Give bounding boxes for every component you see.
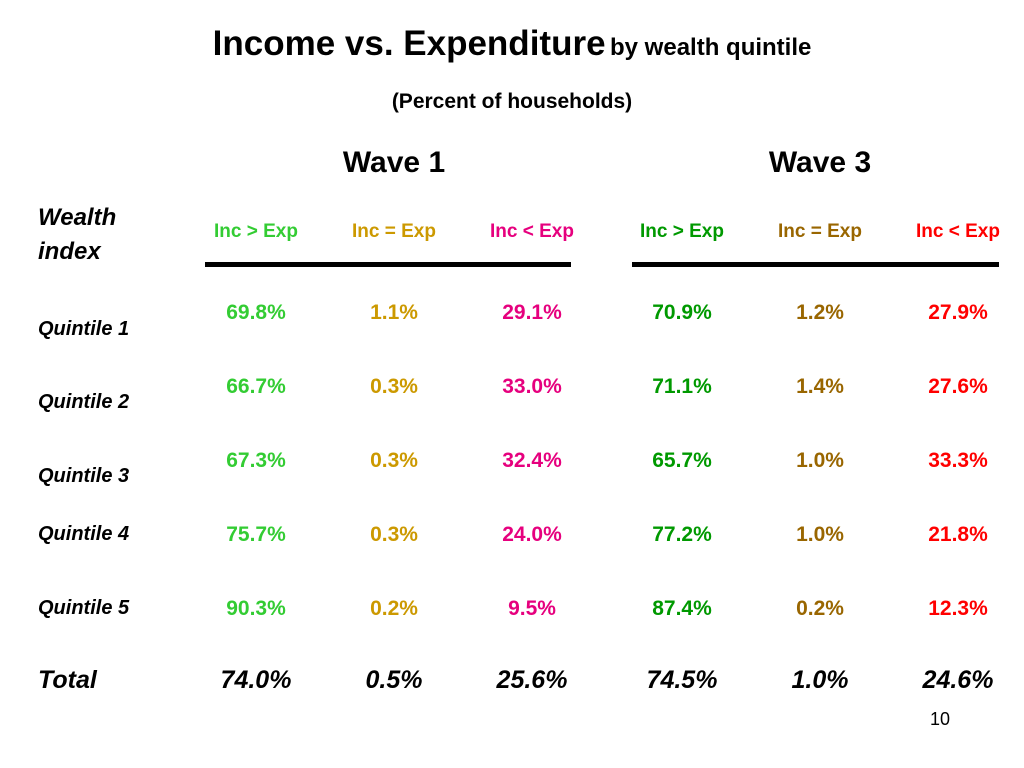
cell-q5-w1-gt: 90.3% — [226, 597, 286, 620]
row-label-quintile-2: Quintile 2 — [38, 391, 130, 413]
slide-title: Income vs. Expenditure by wealth quintil… — [0, 24, 1024, 64]
cell-total-w3-gt: 74.5% — [646, 666, 718, 694]
col-header-w1-lt: Inc < Exp — [490, 221, 574, 242]
cell-q5-w1-lt: 9.5% — [508, 597, 556, 620]
row-header-line1: Wealth — [38, 204, 117, 231]
cell-total-w1-gt: 74.0% — [220, 666, 292, 694]
cell-q1-w1-lt: 29.1% — [502, 301, 562, 324]
cell-total-w3-eq: 1.0% — [791, 666, 849, 694]
cell-q3-w3-gt: 65.7% — [652, 449, 712, 472]
title-sub: by wealth quintile — [610, 34, 812, 61]
row-label-quintile-4: Quintile 4 — [38, 523, 130, 545]
cell-q2-w1-gt: 66.7% — [226, 375, 286, 398]
cell-q3-w1-eq: 0.3% — [370, 449, 418, 472]
cell-q2-w3-gt: 71.1% — [652, 375, 712, 398]
slide-subtitle: (Percent of households) — [391, 90, 633, 113]
cell-q4-w3-gt: 77.2% — [652, 523, 712, 546]
cell-q1-w3-gt: 70.9% — [652, 301, 712, 324]
title-main: Income vs. Expenditure — [212, 24, 606, 63]
row-label-quintile-3: Quintile 3 — [38, 465, 130, 487]
row-label-quintile-5: Quintile 5 — [38, 597, 130, 619]
wave-1-underline — [205, 262, 571, 267]
wave-3-header: Wave 3 — [768, 146, 872, 179]
col-header-w1-gt: Inc > Exp — [214, 221, 298, 242]
cell-q5-w3-lt: 12.3% — [928, 597, 988, 620]
row-label-quintile-1: Quintile 1 — [38, 318, 130, 340]
col-header-w3-eq: Inc = Exp — [778, 221, 862, 242]
row-label-total: Total — [38, 666, 97, 694]
wave-1-header: Wave 1 — [342, 146, 446, 179]
cell-q2-w3-lt: 27.6% — [928, 375, 988, 398]
cell-total-w3-lt: 24.6% — [922, 666, 994, 694]
cell-q2-w3-eq: 1.4% — [796, 375, 844, 398]
cell-q3-w1-lt: 32.4% — [502, 449, 562, 472]
cell-q3-w3-eq: 1.0% — [796, 449, 844, 472]
cell-q5-w3-gt: 87.4% — [652, 597, 712, 620]
cell-total-w1-eq: 0.5% — [365, 666, 423, 694]
cell-q5-w1-eq: 0.2% — [370, 597, 418, 620]
col-header-w3-lt: Inc < Exp — [916, 221, 1000, 242]
cell-q1-w1-eq: 1.1% — [370, 301, 418, 324]
cell-q1-w3-eq: 1.2% — [796, 301, 844, 324]
col-header-w1-eq: Inc = Exp — [352, 221, 436, 242]
cell-q2-w1-lt: 33.0% — [502, 375, 562, 398]
cell-q3-w1-gt: 67.3% — [226, 449, 286, 472]
cell-q1-w1-gt: 69.8% — [226, 301, 286, 324]
cell-q4-w3-eq: 1.0% — [796, 523, 844, 546]
cell-q4-w1-eq: 0.3% — [370, 523, 418, 546]
cell-q4-w1-gt: 75.7% — [226, 523, 286, 546]
row-header-label: Wealth index — [38, 201, 178, 269]
cell-q4-w3-lt: 21.8% — [928, 523, 988, 546]
cell-q5-w3-eq: 0.2% — [796, 597, 844, 620]
cell-q3-w3-lt: 33.3% — [928, 449, 988, 472]
cell-q2-w1-eq: 0.3% — [370, 375, 418, 398]
page-number: 10 — [930, 709, 951, 729]
cell-q1-w3-lt: 27.9% — [928, 301, 988, 324]
cell-q4-w1-lt: 24.0% — [502, 523, 562, 546]
col-header-w3-gt: Inc > Exp — [640, 221, 724, 242]
wave-3-underline — [632, 262, 999, 267]
cell-total-w1-lt: 25.6% — [496, 666, 568, 694]
row-header-line2: index — [38, 238, 101, 265]
